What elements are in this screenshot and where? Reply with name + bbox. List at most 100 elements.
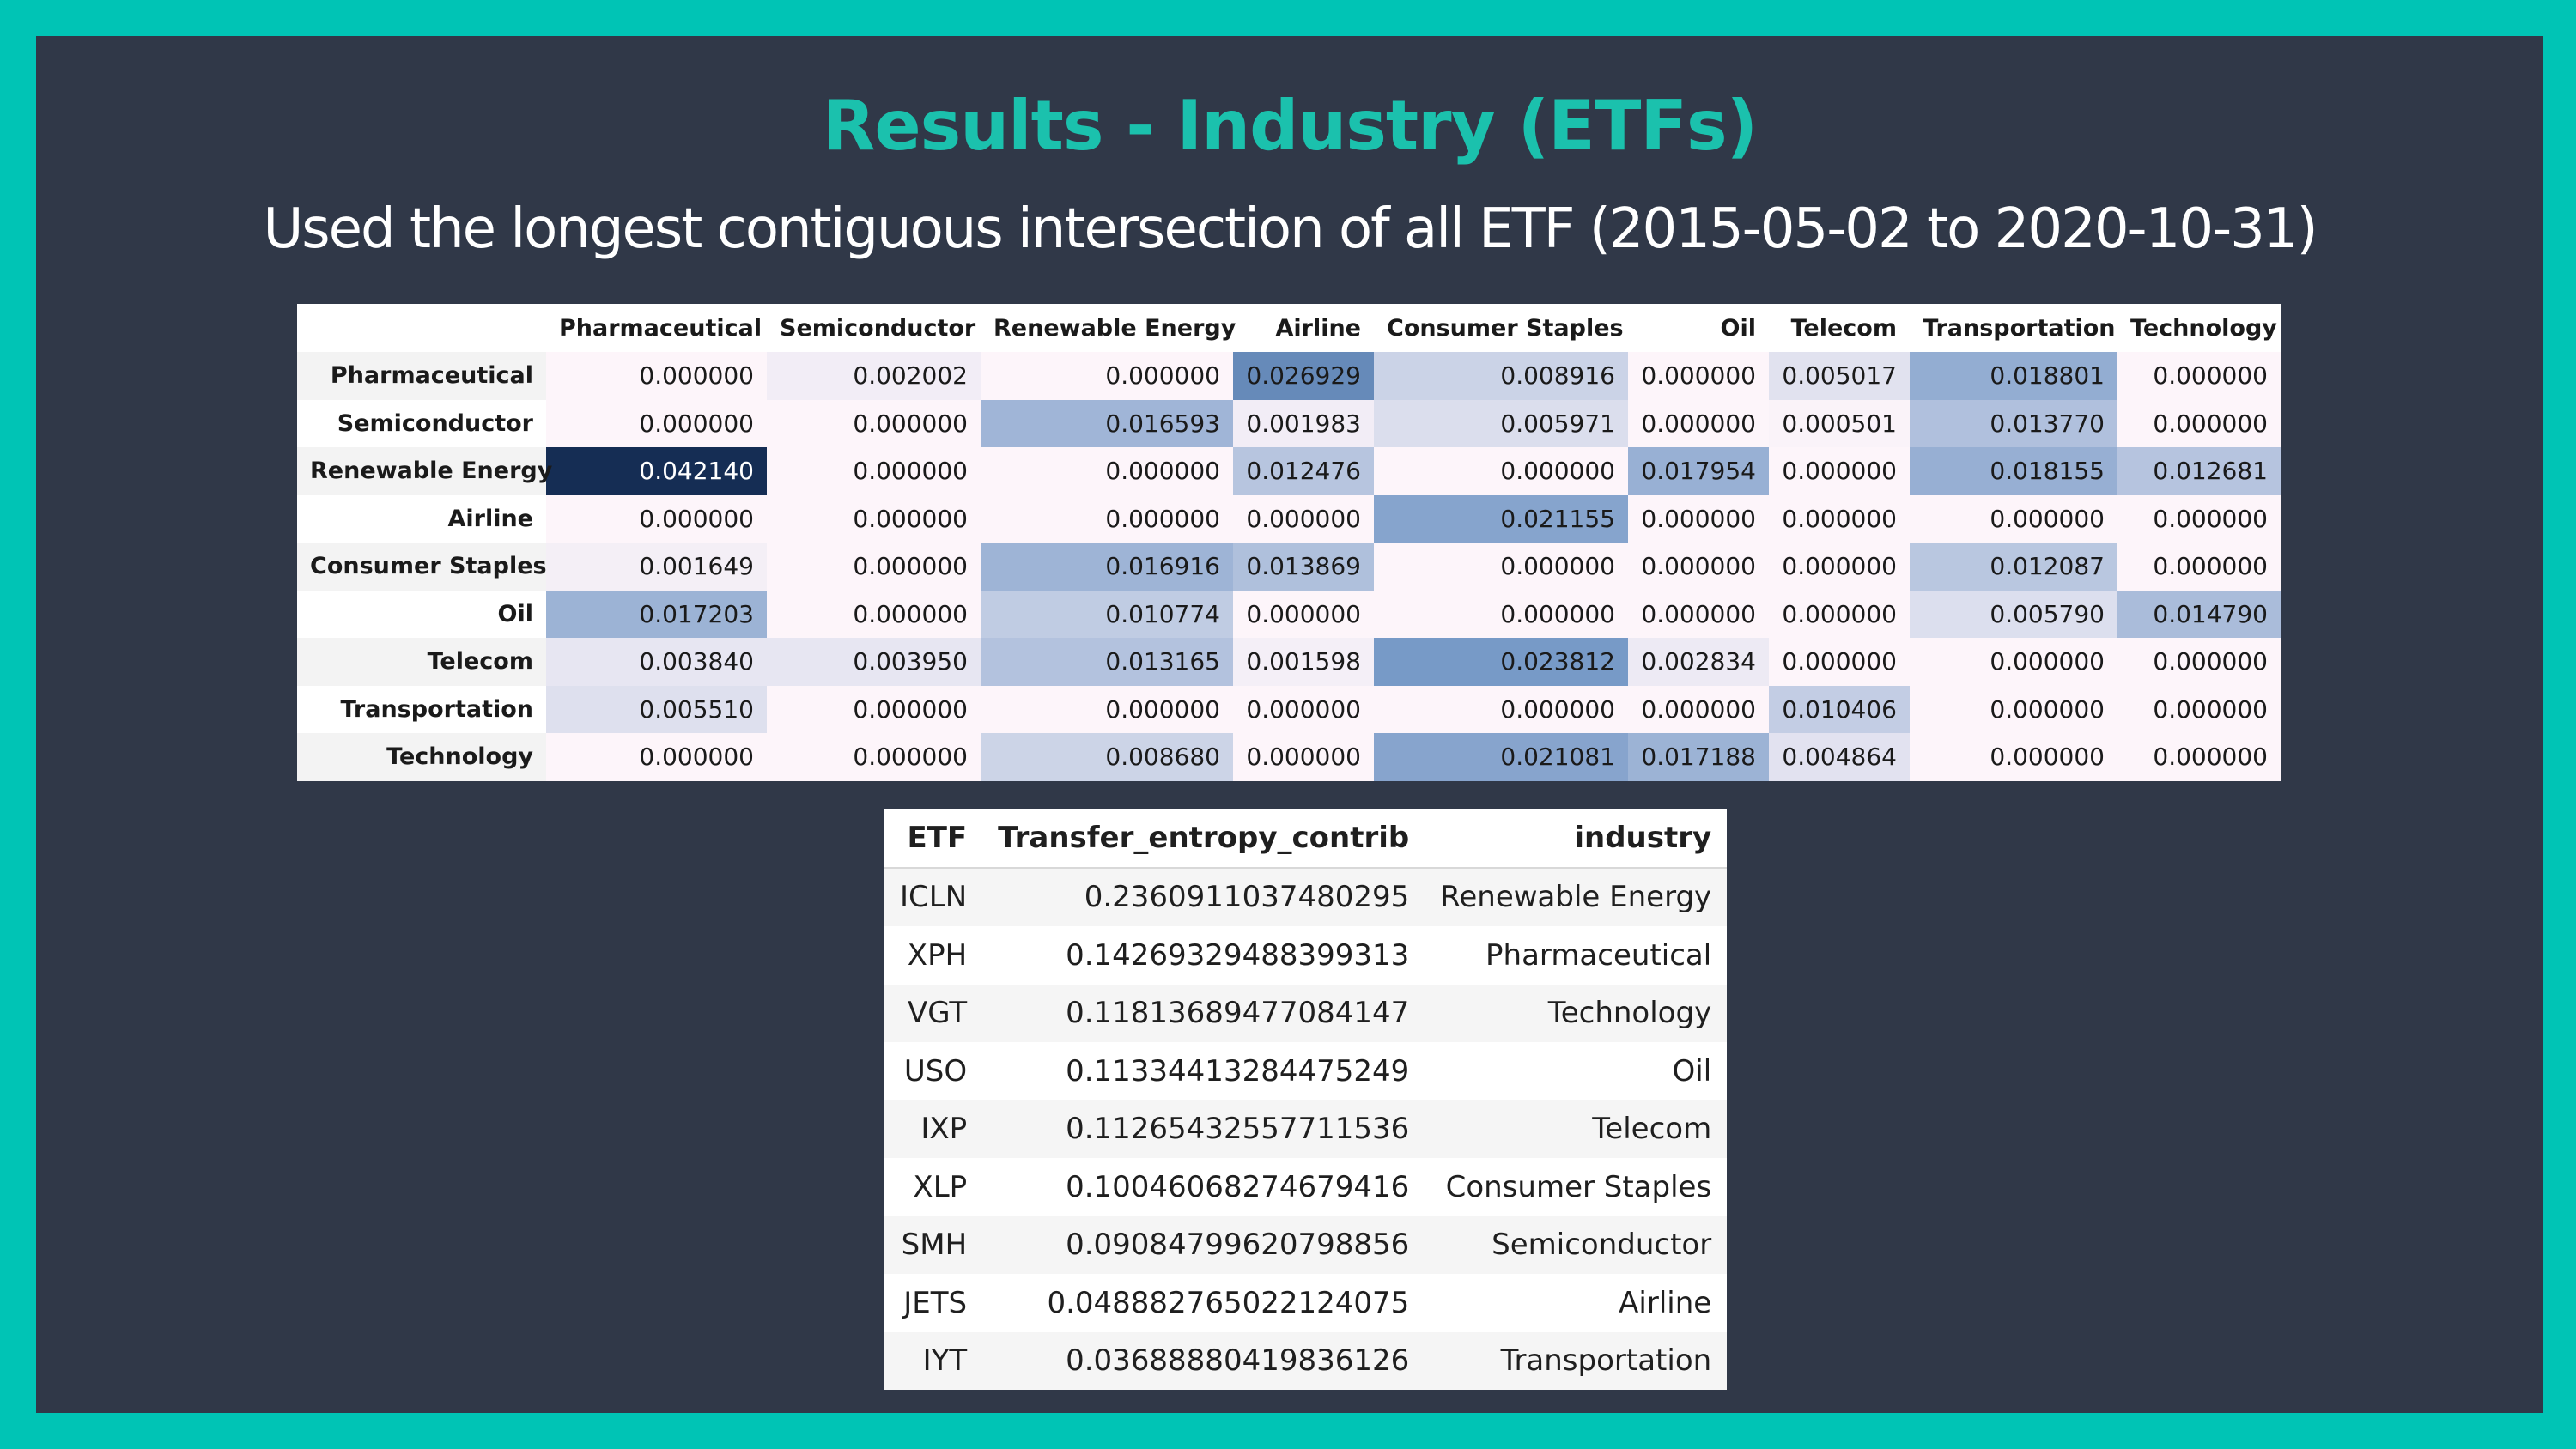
matrix-row-header: Telecom <box>297 638 546 686</box>
industry-cell: Oil <box>1672 1053 1712 1088</box>
matrix-cell: 0.013869 <box>1233 543 1374 591</box>
matrix-column-header-telecom: Telecom <box>1790 314 1897 342</box>
matrix-cell: 0.021081 <box>1374 733 1628 781</box>
matrix-cell: 0.012087 <box>1910 543 2117 591</box>
matrix-cell: 0.042140 <box>546 447 767 495</box>
matrix-cell: 0.000000 <box>1769 590 1910 638</box>
matrix-cell: 0.002834 <box>1628 638 1769 686</box>
matrix-cell: 0.000000 <box>1233 733 1374 781</box>
etf-ticker-cell: IYT <box>922 1343 968 1379</box>
etf-table-row: SMH 0.09084799620798856 Semiconductor <box>884 1216 1728 1274</box>
matrix-cell: 0.000000 <box>1769 447 1910 495</box>
matrix-cell: 0.026929 <box>1233 352 1374 400</box>
matrix-cell: 0.000000 <box>1628 352 1769 400</box>
etf-ticker-cell: VGT <box>907 996 968 1031</box>
transfer-entropy-cell: 0.11334413284475249 <box>1066 1053 1410 1088</box>
matrix-cell: 0.000000 <box>546 494 767 543</box>
etf-contribution-table: ETF Transfer_entropy_contrib industry ICLN… <box>884 809 1728 1390</box>
matrix-cell: 0.000000 <box>1374 543 1628 591</box>
transfer-entropy-cell: 0.10046068274679416 <box>1066 1169 1410 1204</box>
matrix-cell: 0.012681 <box>2117 447 2281 495</box>
matrix-cell: 0.000000 <box>1769 543 1910 591</box>
etf-ticker-cell: XLP <box>913 1169 968 1204</box>
etf-table-row: JETS 0.048882765022124075 Airline <box>884 1274 1727 1332</box>
transfer-entropy-matrix: Pharmaceutical Semiconductor Renewable Ene… <box>297 304 2281 781</box>
matrix-cell: 0.000000 <box>2117 494 2281 543</box>
matrix-cell: 0.000000 <box>1233 590 1374 638</box>
matrix-cell: 0.004864 <box>1769 733 1910 781</box>
matrix-cell: 0.000000 <box>1769 494 1910 543</box>
matrix-cell: 0.017188 <box>1628 733 1769 781</box>
matrix-row-transportation: Transportation 0.005510 0.000000 0.000000 0.… <box>297 685 2281 733</box>
etf-ticker-cell: IXP <box>920 1112 968 1147</box>
etf-table-header-industry: industry <box>1425 809 1728 869</box>
matrix-column-header-airline: Airline <box>1275 314 1361 342</box>
matrix-cell: 0.000000 <box>1374 447 1628 495</box>
matrix-column-header-semiconductor: Semiconductor <box>780 314 976 342</box>
matrix-row-renewable-energy: Renewable Energy 0.042140 0.000000 0.000000… <box>297 447 2281 495</box>
matrix-cell: 0.000000 <box>981 352 1233 400</box>
matrix-column-header-pharmaceutical: Pharmaceutical <box>559 314 762 342</box>
matrix-column-header-transportation: Transportation <box>1923 314 2116 342</box>
matrix-cell: 0.000000 <box>546 352 767 400</box>
matrix-cell: 0.001983 <box>1233 399 1374 447</box>
etf-table-header-row: ETF Transfer_entropy_contrib industry <box>884 809 1728 869</box>
matrix-cell: 0.000000 <box>767 685 981 733</box>
matrix-cell: 0.000000 <box>546 399 767 447</box>
matrix-cell: 0.000000 <box>767 447 981 495</box>
matrix-cell: 0.013165 <box>981 638 1233 686</box>
matrix-cell: 0.003840 <box>546 638 767 686</box>
matrix-row-telecom: Telecom 0.003840 0.003950 0.013165 0.001598 0… <box>297 638 2281 686</box>
matrix-cell: 0.005790 <box>1910 590 2117 638</box>
matrix-cell: 0.000000 <box>1233 494 1374 543</box>
matrix-row-semiconductor: Semiconductor 0.000000 0.000000 0.016593 0.0… <box>297 399 2281 447</box>
matrix-cell: 0.000000 <box>546 733 767 781</box>
matrix-cell: 0.013770 <box>1910 399 2117 447</box>
matrix-cell: 0.005510 <box>546 685 767 733</box>
matrix-cell: 0.003950 <box>767 638 981 686</box>
matrix-cell: 0.008680 <box>981 733 1233 781</box>
etf-table-row: IXP 0.11265432557711536 Telecom <box>884 1100 1728 1158</box>
slide-title: Results - Industry (ETFs) <box>822 86 1758 166</box>
matrix-cell: 0.000000 <box>2117 638 2281 686</box>
slide: Results - Industry (ETFs) Used the longe… <box>36 36 2543 1413</box>
industry-cell: Technology <box>1547 996 1712 1031</box>
matrix-cell: 0.000000 <box>1910 685 2117 733</box>
matrix-cell: 0.000000 <box>1628 685 1769 733</box>
matrix-cell: 0.002002 <box>767 352 981 400</box>
matrix-cell: 0.000000 <box>1628 399 1769 447</box>
matrix-row-technology: Technology 0.000000 0.000000 0.008680 0.0000… <box>297 733 2281 781</box>
etf-ticker-cell: SMH <box>901 1228 968 1263</box>
matrix-column-header-oil: Oil <box>1720 314 1756 342</box>
matrix-cell: 0.000501 <box>1769 399 1910 447</box>
matrix-cell: 0.000000 <box>1374 685 1628 733</box>
etf-ticker-cell: XPH <box>907 937 968 973</box>
matrix-cell: 0.018155 <box>1910 447 2117 495</box>
etf-table-row: ICLN 0.2360911037480295 Renewable Energy <box>884 867 1728 926</box>
matrix-cell: 0.000000 <box>1769 638 1910 686</box>
matrix-cell: 0.000000 <box>1910 494 2117 543</box>
matrix-cell: 0.000000 <box>767 543 981 591</box>
matrix-cell: 0.000000 <box>1628 543 1769 591</box>
matrix-row-airline: Airline 0.000000 0.000000 0.000000 0.000000 0… <box>297 494 2281 543</box>
matrix-column-header-technology: Technology <box>2130 314 2277 342</box>
matrix-row-header: Technology <box>297 733 546 781</box>
slide-subtitle: Used the longest contiguous intersection… <box>263 197 2318 261</box>
etf-ticker-cell: USO <box>903 1053 968 1088</box>
industry-cell: Pharmaceutical <box>1485 937 1712 973</box>
industry-cell: Renewable Energy <box>1440 880 1712 915</box>
matrix-cell: 0.010406 <box>1769 685 1910 733</box>
matrix-row-header: Semiconductor <box>297 399 546 447</box>
matrix-cell: 0.012476 <box>1233 447 1374 495</box>
etf-table-header-transfer-entropy-contrib: Transfer_entropy_contrib <box>982 809 1425 869</box>
matrix-cell: 0.000000 <box>1910 733 2117 781</box>
matrix-cell: 0.000000 <box>981 447 1233 495</box>
matrix-body: Pharmaceutical 0.000000 0.002002 0.000000 0.… <box>297 352 2281 781</box>
matrix-cell: 0.017203 <box>546 590 767 638</box>
industry-cell: Transportation <box>1500 1343 1712 1379</box>
matrix-cell: 0.000000 <box>767 590 981 638</box>
matrix-cell: 0.000000 <box>1233 685 1374 733</box>
matrix-cell: 0.016916 <box>981 543 1233 591</box>
matrix-cell: 0.000000 <box>767 494 981 543</box>
matrix-cell: 0.016593 <box>981 399 1233 447</box>
